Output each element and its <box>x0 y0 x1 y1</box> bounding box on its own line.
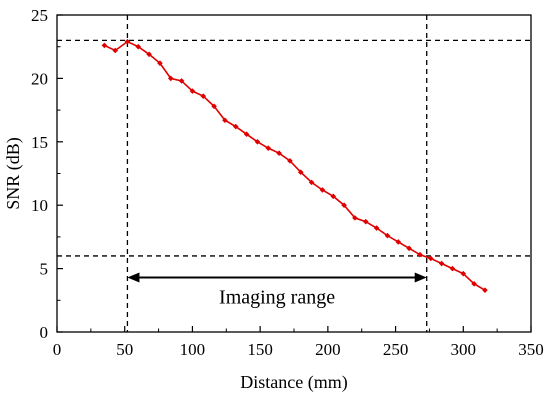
y-axis-label: SNR (dB) <box>3 137 24 210</box>
data-point <box>124 38 131 45</box>
x-tick-label: 100 <box>180 340 206 359</box>
data-point <box>330 193 337 200</box>
data-point <box>449 265 456 272</box>
data-point <box>384 232 391 239</box>
data-point <box>427 255 434 262</box>
data-point <box>254 139 261 145</box>
y-tick-label: 5 <box>40 260 49 279</box>
series-line <box>104 40 486 291</box>
data-point <box>362 218 369 225</box>
data-point <box>471 281 477 287</box>
arrow-head-right <box>414 272 427 283</box>
x-tick-label: 300 <box>451 340 477 359</box>
data-point <box>167 75 174 82</box>
data-point <box>297 169 304 176</box>
y-tick-label: 0 <box>40 323 49 342</box>
y-tick-label: 15 <box>31 133 48 152</box>
data-point <box>101 42 108 49</box>
x-tick-label: 250 <box>383 340 409 359</box>
data-point <box>112 47 119 54</box>
data-point <box>406 245 412 252</box>
imaging-range-annotation: Imaging range <box>127 272 427 308</box>
x-tick-label: 50 <box>116 340 133 359</box>
data-point <box>373 225 380 231</box>
x-tick-label: 350 <box>518 340 544 359</box>
y-axis-ticks: 0 5 10 15 20 25 <box>31 6 63 342</box>
data-point <box>482 287 488 293</box>
data-point <box>319 187 326 193</box>
x-tick-label: 0 <box>53 340 62 359</box>
data-point <box>460 270 467 277</box>
data-point <box>200 93 207 99</box>
imaging-range-label: Imaging range <box>219 286 335 308</box>
data-point <box>352 215 358 221</box>
data-point <box>222 117 228 124</box>
data-point <box>265 145 272 151</box>
data-point <box>287 158 293 164</box>
data-point <box>135 43 142 50</box>
data-point <box>211 103 217 110</box>
data-point <box>438 260 445 267</box>
y-tick-label: 20 <box>31 69 48 88</box>
data-point <box>417 251 423 258</box>
x-axis-label: Distance (mm) <box>240 372 347 393</box>
arrow-head-left <box>127 272 140 283</box>
data-point <box>232 123 239 130</box>
data-point <box>146 51 152 58</box>
y-tick-label: 25 <box>31 6 48 25</box>
y-tick-label: 10 <box>31 196 48 215</box>
data-point <box>276 150 282 157</box>
x-tick-label: 150 <box>247 340 273 359</box>
data-point <box>395 239 402 245</box>
data-point <box>308 179 315 186</box>
x-axis-ticks: 0 50 100 150 200 250 300 350 <box>53 326 544 359</box>
data-point <box>341 202 347 208</box>
data-point <box>157 60 163 66</box>
data-point <box>178 78 185 84</box>
series-layer <box>101 38 488 293</box>
data-point <box>243 131 250 137</box>
x-tick-label: 200 <box>315 340 341 359</box>
reference-lines <box>57 15 531 332</box>
plot-frame <box>56 14 532 333</box>
data-point <box>189 88 196 94</box>
